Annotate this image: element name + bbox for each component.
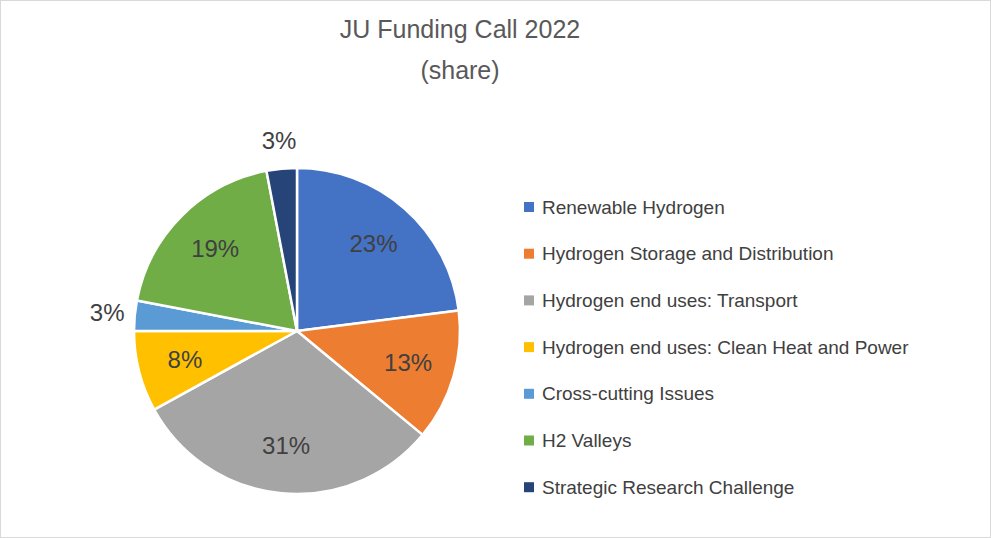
legend-swatch bbox=[524, 389, 534, 399]
legend-swatch bbox=[524, 249, 534, 259]
legend-swatch bbox=[524, 482, 534, 492]
data-label: 13% bbox=[384, 349, 432, 376]
data-label: 3% bbox=[90, 299, 125, 326]
legend-label: H2 Valleys bbox=[542, 430, 631, 451]
pie-slices bbox=[134, 168, 460, 494]
data-label: 3% bbox=[262, 127, 297, 154]
legend-swatch bbox=[524, 342, 534, 352]
legend-label: Strategic Research Challenge bbox=[542, 477, 794, 498]
data-label: 31% bbox=[262, 432, 310, 459]
chart-subtitle: (share) bbox=[420, 56, 499, 84]
legend-label: Hydrogen end uses: Clean Heat and Power bbox=[542, 337, 909, 358]
chart-frame bbox=[1, 1, 991, 538]
data-label: 23% bbox=[350, 230, 398, 257]
legend-swatch bbox=[524, 202, 534, 212]
legend: Renewable Hydrogen Hydrogen Storage and D… bbox=[524, 197, 909, 498]
data-label: 8% bbox=[168, 346, 203, 373]
legend-swatch bbox=[524, 436, 534, 446]
legend-label: Cross-cutting Issues bbox=[542, 383, 714, 404]
pie-slice bbox=[134, 331, 297, 410]
legend-label: Hydrogen Storage and Distribution bbox=[542, 243, 834, 264]
data-labels: 23% 13% 31% 8% 3% 19% 3% bbox=[90, 127, 432, 459]
chart-title: JU Funding Call 2022 bbox=[340, 15, 580, 43]
legend-swatch bbox=[524, 295, 534, 305]
pie-slice bbox=[266, 168, 297, 331]
pie-slice bbox=[297, 168, 459, 331]
legend-label: Hydrogen end uses: Transport bbox=[542, 290, 798, 311]
chart: JU Funding Call 2022 (share) 23% 13% 31% 8% 3%… bbox=[0, 0, 991, 538]
pie-slice bbox=[154, 331, 422, 494]
legend-label: Renewable Hydrogen bbox=[542, 197, 725, 218]
data-label: 19% bbox=[191, 235, 239, 262]
